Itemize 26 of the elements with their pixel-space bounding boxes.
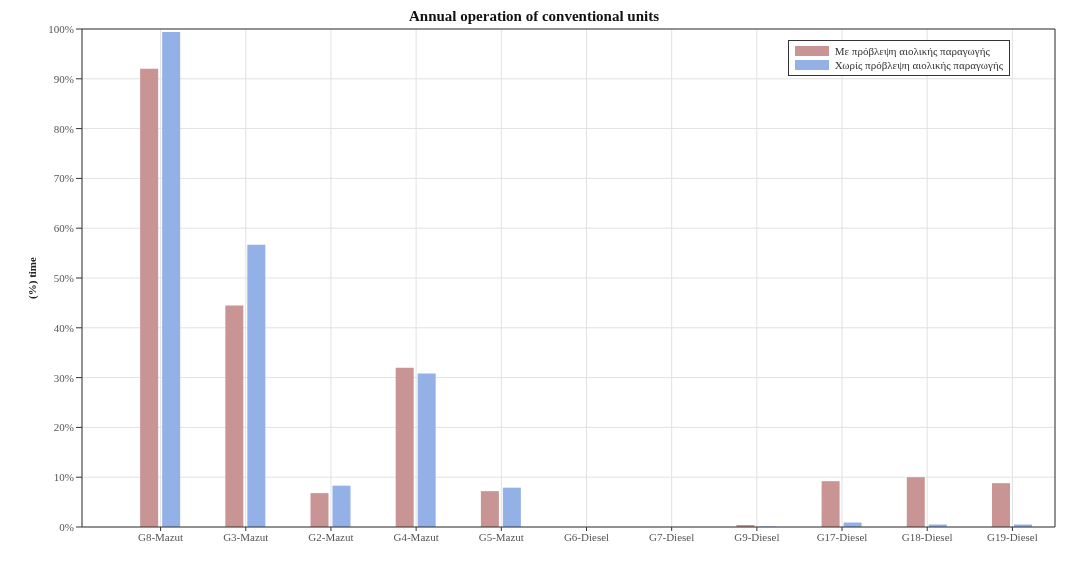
x-tick-label: G19-Diesel	[987, 530, 1038, 543]
x-tick-label: G17-Diesel	[816, 530, 868, 543]
y-tick-label: 20%	[53, 421, 74, 434]
y-tick-label: 100%	[48, 22, 74, 35]
y-tick-label: 0%	[59, 520, 74, 533]
x-tick-label: G9-Diesel	[734, 530, 780, 543]
x-tick-label: G3-Mazut	[223, 530, 269, 543]
x-tick-label: G5-Mazut	[478, 530, 524, 543]
x-tick-label: G18-Diesel	[901, 530, 953, 543]
y-tick-label: 60%	[53, 222, 74, 235]
x-tick-label: G4-Mazut	[393, 530, 439, 543]
y-tick-label: 40%	[53, 321, 74, 334]
chart-title: Annual operation of conventional units	[408, 8, 660, 24]
y-tick-label: 80%	[53, 122, 74, 135]
y-tick-label: 30%	[53, 371, 74, 384]
x-tick-label: G8-Mazut	[137, 530, 184, 543]
x-tick-label: G2-Mazut	[308, 530, 354, 543]
y-tick-label: 10%	[53, 471, 74, 484]
x-tick-label: G7-Diesel	[649, 530, 695, 543]
legend-label: Χωρίς πρόβλεψη αιολικής παραγωγής	[834, 58, 1003, 72]
legend-label: Με πρόβλεψη αιολικής παραγωγής	[834, 44, 990, 58]
x-tick-label: G6-Diesel	[563, 530, 610, 543]
y-axis-title: (%) time	[25, 256, 39, 299]
y-tick-label: 50%	[53, 271, 74, 284]
y-tick-label: 70%	[53, 172, 74, 185]
y-tick-label: 90%	[53, 72, 74, 85]
